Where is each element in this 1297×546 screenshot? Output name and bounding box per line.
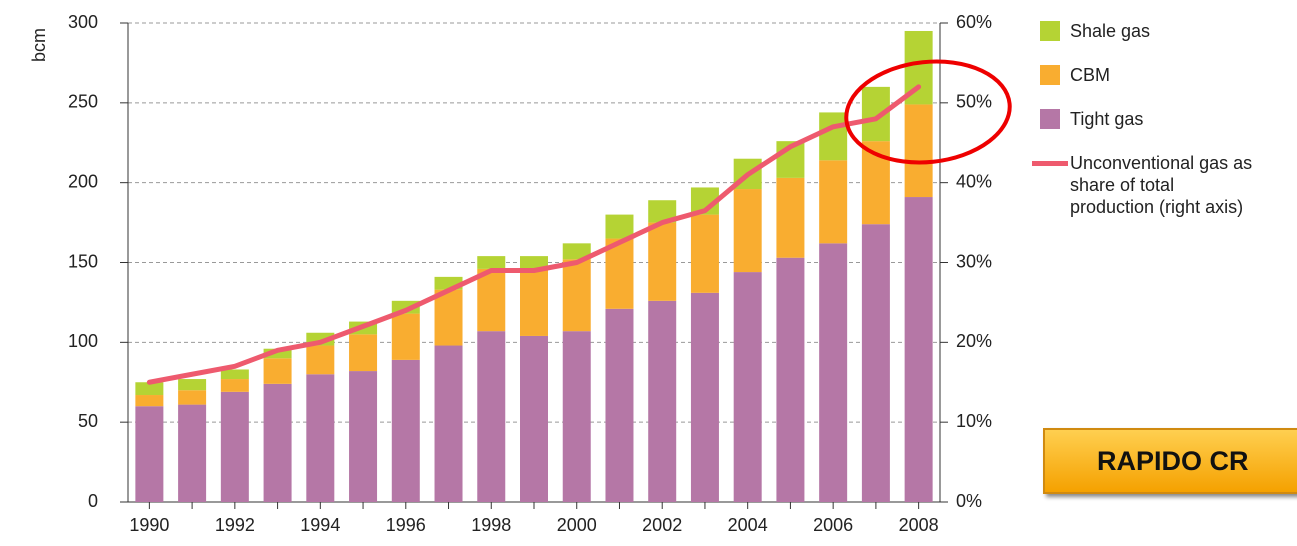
x-tick-label: 1992	[215, 515, 255, 535]
bar-segment	[306, 345, 335, 375]
y2-tick-label: 20%	[956, 331, 992, 351]
bar-segment	[648, 200, 677, 223]
y-tick-label: 250	[68, 92, 98, 112]
bar-segment	[690, 214, 719, 293]
bar-segment	[733, 272, 762, 502]
legend-item: Unconventional gas as share of total pro…	[1030, 152, 1295, 218]
bar-segment	[477, 256, 506, 269]
bar-segment	[776, 177, 805, 258]
bar-segment	[477, 268, 506, 332]
bar-segment	[178, 390, 207, 405]
y-tick-label: 300	[68, 12, 98, 32]
legend-swatch	[1030, 20, 1070, 42]
bar-segment	[605, 214, 634, 239]
bar-segment	[391, 359, 420, 502]
x-tick-label: 2000	[557, 515, 597, 535]
bar-segment	[178, 379, 207, 391]
bar-segment	[135, 406, 164, 502]
bar-segment	[349, 334, 378, 372]
bar-segment	[135, 382, 164, 396]
bar-segment	[520, 335, 548, 502]
x-tick-label: 2006	[813, 515, 853, 535]
x-tick-label: 1998	[471, 515, 511, 535]
bar-segment	[819, 243, 848, 502]
bar-segment	[690, 292, 719, 502]
y2-tick-label: 60%	[956, 12, 992, 32]
bar-segment	[263, 383, 292, 502]
bar-segment	[263, 358, 292, 384]
bar-segment	[819, 112, 848, 161]
x-tick-label: 1990	[129, 515, 169, 535]
x-tick-label: 2004	[728, 515, 768, 535]
button[interactable]: RAPIDO CR	[1043, 428, 1297, 494]
legend-label: CBM	[1070, 65, 1110, 85]
y2-tick-label: 40%	[956, 171, 992, 191]
bar-segment	[904, 104, 933, 198]
legend-item: CBM	[1030, 64, 1295, 86]
bar-segment	[776, 257, 805, 502]
bar-segment	[648, 300, 677, 502]
bar-segment	[306, 374, 335, 502]
y2-tick-label: 0%	[956, 491, 982, 511]
line-series	[146, 84, 922, 385]
y2-tick-label: 30%	[956, 251, 992, 271]
legend-swatch	[1030, 64, 1070, 86]
bar-segment	[434, 289, 463, 346]
bar-segment	[520, 270, 548, 336]
chart: bcm 0 50 100 150 200 250 300 0% 10% 20% 30% 40% 50% 6…	[29, 12, 1012, 535]
y-tick-label: 0	[88, 491, 98, 511]
bar-segment	[605, 308, 634, 502]
bar-segment	[220, 379, 249, 392]
bar-segment	[648, 222, 677, 301]
bar-segment	[477, 331, 506, 502]
legend-item: Tight gas	[1030, 108, 1295, 130]
bar-segment	[861, 224, 890, 502]
legend-label: Unconventional gas as share of total pro…	[1070, 153, 1253, 217]
bar-segment	[135, 395, 164, 407]
legend-label: Shale gas	[1070, 21, 1151, 41]
legend-swatch	[1030, 108, 1070, 130]
highlight-circle	[844, 59, 1012, 165]
legend-label: Tight gas	[1070, 109, 1144, 129]
y2-tick-label: 50%	[956, 92, 992, 112]
x-tick-label: 2008	[899, 515, 939, 535]
y-tick-label: 150	[68, 251, 98, 271]
legend-swatch	[1030, 152, 1070, 174]
bar-segment	[434, 345, 463, 502]
bar-segment	[562, 259, 591, 332]
y-axis-label: bcm	[29, 28, 49, 62]
x-tick-label: 1994	[300, 515, 340, 535]
y-tick-label: 50	[78, 411, 98, 431]
bar-segment	[904, 197, 933, 502]
legend-item: Shale gas	[1030, 20, 1295, 42]
bar-segment	[605, 238, 634, 309]
bar-segment	[178, 404, 207, 502]
x-tick-label: 1996	[386, 515, 426, 535]
bar-segment	[562, 243, 591, 260]
bar-segment	[562, 331, 591, 502]
bar-segment	[263, 348, 292, 359]
x-tick-label: 2002	[642, 515, 682, 535]
y-tick-label: 100	[68, 331, 98, 351]
bar-segment	[819, 160, 848, 244]
bar-segment	[349, 371, 378, 502]
bar-segment	[220, 369, 249, 380]
legend: Shale gas CBM Tight gas Unconventional gas …	[1030, 20, 1295, 240]
y-tick-label: 200	[68, 171, 98, 191]
bar-segment	[391, 313, 420, 360]
bar-segment	[220, 391, 249, 502]
y2-tick-label: 10%	[956, 411, 992, 431]
bar-segment	[733, 189, 762, 273]
